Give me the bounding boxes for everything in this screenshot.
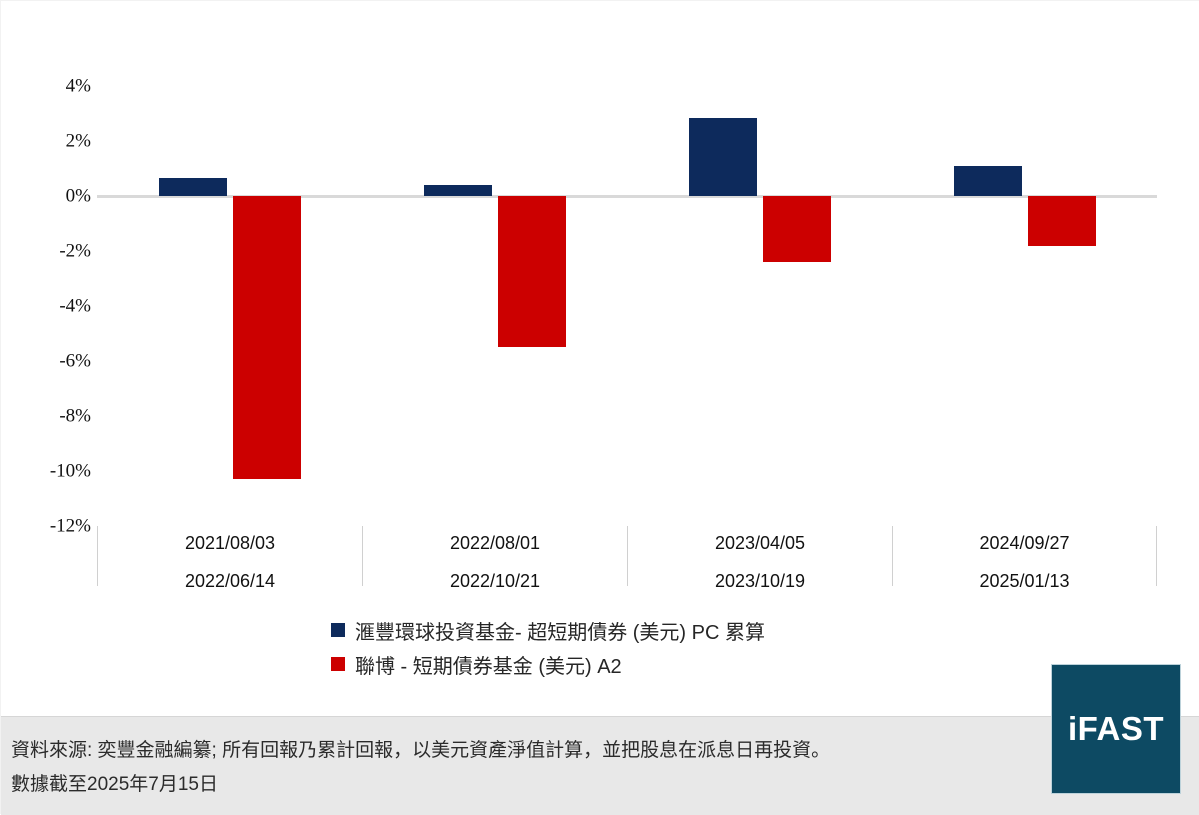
y-axis: 4% 2% 0% -2% -4% -6% -8% -10% -12% — [11, 1, 91, 716]
bar-group — [892, 86, 1157, 526]
ifast-logo: iFAST — [1052, 665, 1180, 793]
y-axis-tick-label: 0% — [65, 185, 91, 207]
category-axis-cell: 2023/04/05 2023/10/19 — [627, 526, 892, 590]
bar-series-blue[interactable] — [953, 165, 1022, 196]
ifast-logo-text: iFAST — [1067, 710, 1164, 747]
category-axis: 2021/08/03 2022/06/14 2022/08/01 2022/10/21… — [97, 526, 1157, 590]
category-label-start: 2022/08/01 — [449, 533, 541, 553]
category-label-end: 2023/10/19 — [714, 571, 806, 591]
plot-area — [97, 86, 1157, 526]
category-label-end: 2022/10/21 — [449, 571, 541, 591]
legend-item-0[interactable]: 滙豐環球投資基金- 超短期債券 (美元) PC 累算 — [1, 613, 1199, 647]
legend-swatch-icon — [331, 623, 345, 637]
bar-group — [362, 86, 627, 526]
bar-series-red[interactable] — [762, 196, 831, 262]
y-axis-tick-label: 2% — [65, 130, 91, 152]
y-axis-tick-label: -6% — [59, 350, 91, 372]
bar-series-blue[interactable] — [158, 178, 227, 196]
footer-band: 資料來源: 奕豐金融編纂; 所有回報乃累計回報，以美元資產淨值計算，並把股息在派… — [1, 716, 1199, 815]
category-label-start: 2023/04/05 — [714, 533, 806, 553]
category-label-end: 2022/06/14 — [184, 571, 276, 591]
bar-series-red[interactable] — [1027, 196, 1096, 246]
bar-series-red[interactable] — [232, 196, 301, 480]
category-axis-cell: 2024/09/27 2025/01/13 — [892, 526, 1157, 590]
footer-asof-date: 數據截至2025年7月15日 — [11, 774, 218, 795]
category-axis-cell: 2022/08/01 2022/10/21 — [362, 526, 627, 590]
bar-series-red[interactable] — [497, 196, 566, 348]
bar-series-blue[interactable] — [423, 185, 492, 196]
category-label-end: 2025/01/13 — [979, 571, 1070, 591]
y-axis-tick-label: 4% — [65, 75, 91, 97]
chart-legend: 滙豐環球投資基金- 超短期債券 (美元) PC 累算 聯博 - 短期債券基金 (… — [1, 613, 1199, 681]
legend-item-1[interactable]: 聯博 - 短期債券基金 (美元) A2 — [1, 647, 1199, 681]
category-axis-cell: 2021/08/03 2022/06/14 — [97, 526, 362, 590]
category-label-start: 2021/08/03 — [184, 533, 276, 553]
chart-canvas: 4% 2% 0% -2% -4% -6% -8% -10% -12% 2021/08/03 202… — [1, 1, 1199, 716]
legend-swatch-icon — [331, 657, 345, 671]
y-axis-tick-label: -12% — [49, 515, 91, 537]
bar-group — [627, 86, 892, 526]
bar-series-blue[interactable] — [688, 117, 757, 196]
legend-item-label: 滙豐環球投資基金- 超短期債券 (美元) PC 累算 — [355, 621, 765, 644]
bar-group — [97, 86, 362, 526]
legend-item-label: 聯博 - 短期債券基金 (美元) A2 — [355, 655, 622, 678]
zero-baseline — [97, 195, 1157, 198]
y-axis-tick-label: -8% — [59, 405, 91, 427]
y-axis-tick-label: -4% — [59, 295, 91, 317]
y-axis-tick-label: -10% — [49, 460, 91, 482]
y-axis-tick-label: -2% — [59, 240, 91, 262]
footer-source-note: 資料來源: 奕豐金融編纂; 所有回報乃累計回報，以美元資產淨值計算，並把股息在派… — [11, 740, 831, 761]
category-label-start: 2024/09/27 — [979, 533, 1070, 553]
